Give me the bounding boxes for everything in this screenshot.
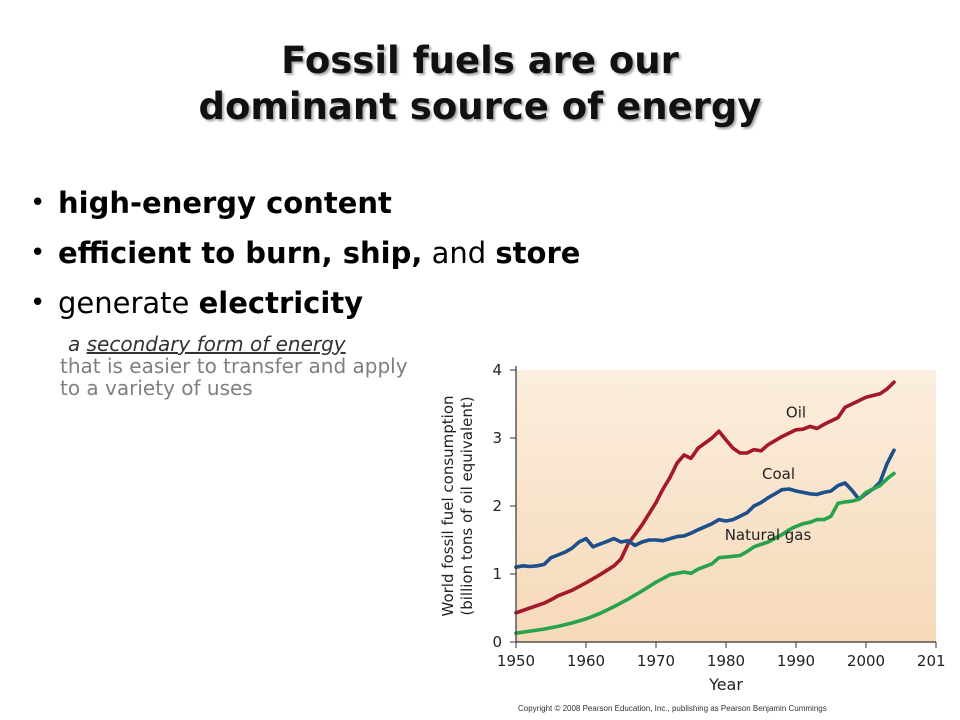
bullet-text: store <box>495 236 581 270</box>
x-tick-label: 1950 <box>497 652 535 670</box>
series-label-oil: Oil <box>786 404 806 422</box>
sub-point-lead: a secondary form of energy <box>60 332 346 356</box>
series-layer: Oil Coal Natural gas <box>514 380 896 635</box>
y-tick-label: 4 <box>492 361 502 379</box>
bullet-text: and <box>422 236 496 270</box>
slide-title-line-2: dominant source of energy <box>198 85 762 128</box>
axis-layer: 0 1 2 3 4 1950 1960 1970 1980 1990 2000 2010 <box>492 361 945 670</box>
bullet-item: efficient to burn, ship, and store <box>30 228 580 278</box>
bullet-item: high-energy content <box>30 178 580 228</box>
series-label-natural-gas: Natural gas <box>725 526 812 544</box>
bullet-item: generate electricity <box>30 278 580 328</box>
x-tick-label: 2000 <box>847 652 885 670</box>
y-axis-label-line-2: (billion tons of oil equivalent) <box>458 396 476 615</box>
series-line-coal <box>514 448 896 569</box>
y-tick-label: 2 <box>492 497 502 515</box>
bullet-text: electricity <box>198 286 364 320</box>
y-axis-label-line-1: World fossil fuel consumption <box>439 395 457 616</box>
y-tick-label: 3 <box>492 429 502 447</box>
copyright-notice: Copyright © 2008 Pearson Education, Inc.… <box>518 704 827 713</box>
sub-point: a secondary form of energy that is easie… <box>60 333 430 399</box>
y-tick-label: 0 <box>492 633 502 651</box>
x-tick-label: 2010 <box>917 652 945 670</box>
x-axis-label: Year <box>708 675 743 694</box>
bullet-list: high-energy content efficient to burn, sh… <box>30 178 580 328</box>
x-tick-label: 1980 <box>707 652 745 670</box>
x-tick-label: 1960 <box>567 652 605 670</box>
series-label-coal: Coal <box>762 465 795 483</box>
x-tick-label: 1990 <box>777 652 815 670</box>
x-tick-label: 1970 <box>637 652 675 670</box>
sub-point-prefix: a <box>68 332 87 356</box>
series-line-oil <box>514 380 896 615</box>
bullet-text: high-energy content <box>58 186 392 220</box>
slide-title-line-1: Fossil fuels are our <box>281 39 679 82</box>
plot-background <box>516 370 936 642</box>
fossil-fuel-chart: Oil Coal Natural gas 0 1 2 3 4 1950 1960 1970 1980… <box>439 361 945 694</box>
bullet-text: efficient to burn, ship, <box>58 236 423 270</box>
y-tick-label: 1 <box>492 565 502 583</box>
sub-point-rest: that is easier to transfer and apply to … <box>60 354 408 400</box>
bullet-text: generate <box>58 286 199 320</box>
slide-title: Fossil fuels are our dominant source of … <box>0 38 960 130</box>
sub-point-underlined: secondary form of energy <box>86 332 346 356</box>
series-line-natural-gas <box>514 471 896 635</box>
